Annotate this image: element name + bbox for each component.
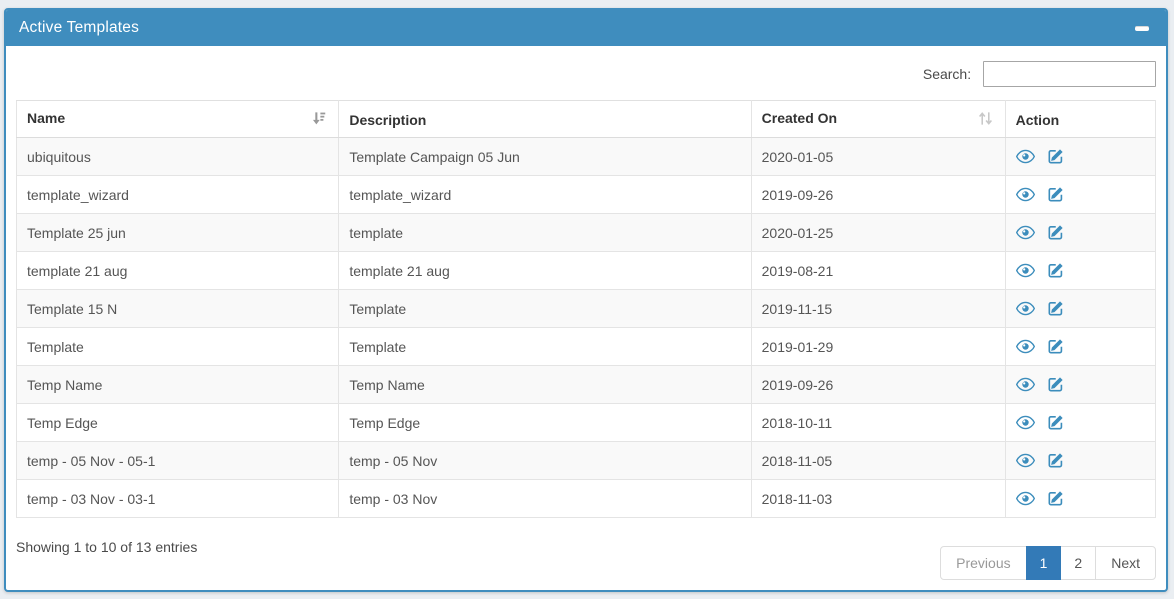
next-page-button[interactable]: Next xyxy=(1095,546,1156,580)
cell-created-on: 2018-11-05 xyxy=(750,441,1006,480)
edit-icon[interactable] xyxy=(1048,223,1065,240)
cell-description: Template xyxy=(338,327,752,366)
eye-icon[interactable] xyxy=(1015,225,1035,240)
cell-action xyxy=(1004,289,1157,328)
table-row: Template 15 N Template 2019-11-15 xyxy=(15,289,1157,328)
panel-heading: Active Templates xyxy=(6,10,1166,46)
table-row: template_wizard template_wizard 2019-09-… xyxy=(15,175,1157,214)
column-label-action: Action xyxy=(1015,111,1060,128)
edit-icon[interactable] xyxy=(1048,299,1065,316)
eye-icon[interactable] xyxy=(1015,263,1035,278)
cell-name: Temp Name xyxy=(15,365,340,404)
cell-description: Template Campaign 05 Jun xyxy=(338,137,752,176)
minus-icon xyxy=(1135,25,1149,31)
cell-created-on: 2019-09-26 xyxy=(750,175,1006,214)
cell-description: temp - 03 Nov xyxy=(338,479,752,518)
column-header-created-on[interactable]: Created On xyxy=(750,100,1006,138)
cell-name: temp - 05 Nov - 05-1 xyxy=(15,441,340,480)
table-row: temp - 05 Nov - 05-1 temp - 05 Nov 2018-… xyxy=(15,441,1157,480)
templates-table: Name Description Created On xyxy=(15,100,1157,518)
cell-name: template 21 aug xyxy=(15,251,340,290)
eye-icon[interactable] xyxy=(1015,301,1035,316)
cell-description: Temp Name xyxy=(338,365,752,404)
edit-icon[interactable] xyxy=(1048,451,1065,468)
sort-descending-icon xyxy=(311,111,326,129)
cell-action xyxy=(1004,175,1157,214)
cell-created-on: 2019-09-26 xyxy=(750,365,1006,404)
cell-created-on: 2018-11-03 xyxy=(750,479,1006,518)
cell-action xyxy=(1004,213,1157,252)
panel-body: Search: Name Description Created O xyxy=(6,46,1166,580)
cell-name: ubiquitous xyxy=(15,137,340,176)
cell-description: template 21 aug xyxy=(338,251,752,290)
cell-description: template xyxy=(338,213,752,252)
eye-icon[interactable] xyxy=(1015,339,1035,354)
cell-created-on: 2020-01-05 xyxy=(750,137,1006,176)
table-header-row: Name Description Created On xyxy=(15,100,1157,138)
table-row: ubiquitous Template Campaign 05 Jun 2020… xyxy=(15,137,1157,176)
active-templates-panel: Active Templates Search: Name Des xyxy=(4,8,1168,592)
table-body: ubiquitous Template Campaign 05 Jun 2020… xyxy=(15,137,1157,518)
column-header-description[interactable]: Description xyxy=(338,100,752,138)
cell-created-on: 2019-01-29 xyxy=(750,327,1006,366)
cell-name: template_wizard xyxy=(15,175,340,214)
edit-icon[interactable] xyxy=(1048,147,1065,164)
edit-icon[interactable] xyxy=(1048,375,1065,392)
column-label-name: Name xyxy=(27,110,66,126)
cell-created-on: 2020-01-25 xyxy=(750,213,1006,252)
cell-action xyxy=(1004,479,1157,518)
eye-icon[interactable] xyxy=(1015,187,1035,202)
cell-action xyxy=(1004,365,1157,404)
pagination: Previous 1 2 Next xyxy=(940,546,1156,580)
cell-action xyxy=(1004,137,1157,176)
cell-action xyxy=(1004,327,1157,366)
cell-description: Template xyxy=(338,289,752,328)
column-label-description: Description xyxy=(349,111,427,128)
previous-page-button[interactable]: Previous xyxy=(940,546,1027,580)
page-1-button[interactable]: 1 xyxy=(1025,546,1062,580)
cell-description: temp - 05 Nov xyxy=(338,441,752,480)
cell-name: Template xyxy=(15,327,340,366)
cell-action xyxy=(1004,251,1157,290)
cell-name: Template 25 jun xyxy=(15,213,340,252)
column-header-name[interactable]: Name xyxy=(15,100,340,138)
search-row: Search: xyxy=(16,61,1156,87)
edit-icon[interactable] xyxy=(1048,337,1065,354)
edit-icon[interactable] xyxy=(1048,413,1065,430)
cell-created-on: 2018-10-11 xyxy=(750,403,1006,442)
search-label: Search: xyxy=(922,66,972,82)
collapse-button[interactable] xyxy=(1132,18,1152,38)
table-footer: Showing 1 to 10 of 13 entries Previous 1… xyxy=(16,535,1156,580)
cell-action xyxy=(1004,441,1157,480)
table-row: Temp Edge Temp Edge 2018-10-11 xyxy=(15,403,1157,442)
eye-icon[interactable] xyxy=(1015,453,1035,468)
edit-icon[interactable] xyxy=(1048,185,1065,202)
cell-name: temp - 03 Nov - 03-1 xyxy=(15,479,340,518)
table-row: Temp Name Temp Name 2019-09-26 xyxy=(15,365,1157,404)
eye-icon[interactable] xyxy=(1015,149,1035,164)
edit-icon[interactable] xyxy=(1048,489,1065,506)
search-input[interactable] xyxy=(983,61,1156,87)
eye-icon[interactable] xyxy=(1015,491,1035,506)
cell-name: Template 15 N xyxy=(15,289,340,328)
edit-icon[interactable] xyxy=(1048,261,1065,278)
table-row: Template 25 jun template 2020-01-25 xyxy=(15,213,1157,252)
sort-unsorted-icon xyxy=(978,111,993,129)
page-2-button[interactable]: 2 xyxy=(1060,546,1097,580)
panel-title: Active Templates xyxy=(19,19,140,36)
table-row: temp - 03 Nov - 03-1 temp - 03 Nov 2018-… xyxy=(15,479,1157,518)
column-label-created-on: Created On xyxy=(761,110,838,126)
eye-icon[interactable] xyxy=(1015,415,1035,430)
table-row: template 21 aug template 21 aug 2019-08-… xyxy=(15,251,1157,290)
cell-name: Temp Edge xyxy=(15,403,340,442)
cell-created-on: 2019-11-15 xyxy=(750,289,1006,328)
cell-description: template_wizard xyxy=(338,175,752,214)
eye-icon[interactable] xyxy=(1015,377,1035,392)
entries-info: Showing 1 to 10 of 13 entries xyxy=(16,539,198,555)
column-header-action: Action xyxy=(1004,100,1157,138)
table-row: Template Template 2019-01-29 xyxy=(15,327,1157,366)
cell-action xyxy=(1004,403,1157,442)
cell-created-on: 2019-08-21 xyxy=(750,251,1006,290)
cell-description: Temp Edge xyxy=(338,403,752,442)
